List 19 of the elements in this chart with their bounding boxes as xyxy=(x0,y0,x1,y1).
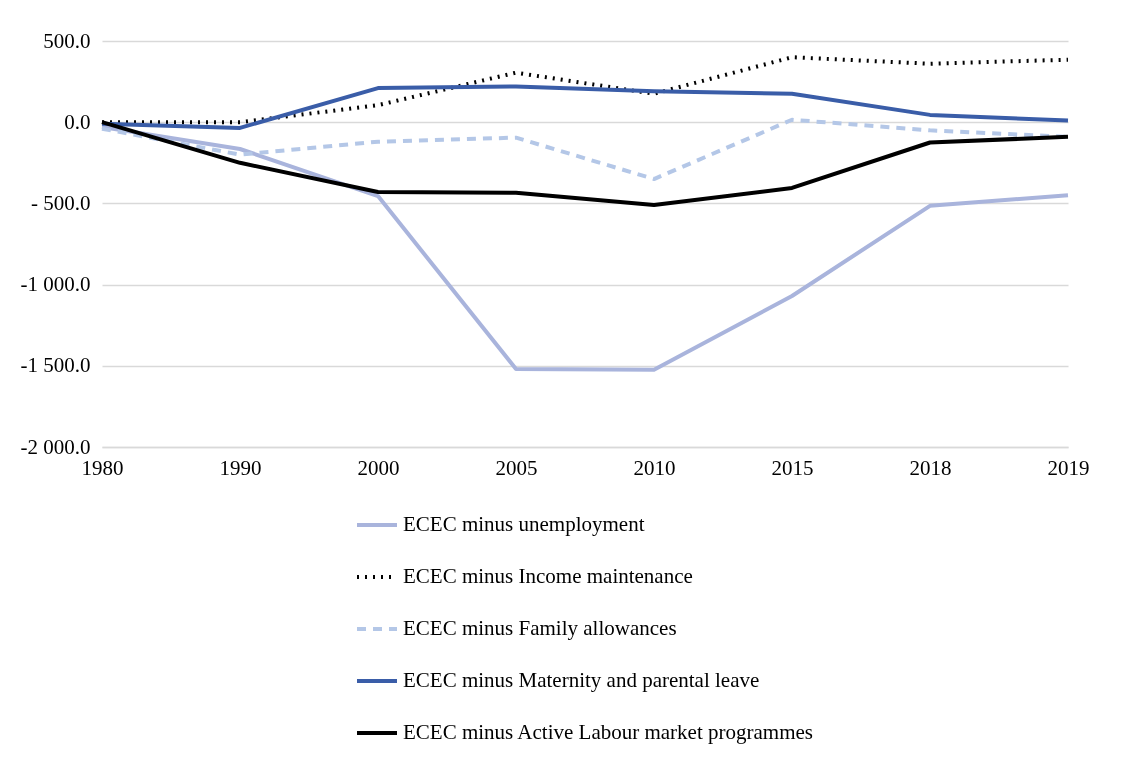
legend-label: ECEC minus Family allowances xyxy=(403,616,677,640)
x-tick-label: 2000 xyxy=(357,455,400,480)
legend-label: ECEC minus Maternity and parental leave xyxy=(403,668,760,692)
x-tick-label: 2010 xyxy=(633,455,676,480)
y-tick-label: -1 000.0 xyxy=(20,272,91,297)
legend-label: ECEC minus unemployment xyxy=(403,512,645,536)
y-tick-label: 0.0 xyxy=(64,109,91,134)
x-tick-label: 2019 xyxy=(1047,455,1090,480)
x-tick-label: 1990 xyxy=(219,455,262,480)
y-tick-label: -1 500.0 xyxy=(20,353,91,378)
legend-label: ECEC minus Active Labour market programmes xyxy=(403,720,813,744)
line-series xyxy=(100,125,1070,372)
x-tick-label: 2018 xyxy=(909,455,952,480)
line-series xyxy=(100,84,1070,130)
y-tick-label: - 500.0 xyxy=(31,190,91,215)
legend-label: ECEC minus Income maintenance xyxy=(403,564,693,588)
x-tick-label: 2015 xyxy=(771,455,814,480)
x-tick-label: 2005 xyxy=(495,455,538,480)
y-tick-label: 500.0 xyxy=(43,28,91,53)
